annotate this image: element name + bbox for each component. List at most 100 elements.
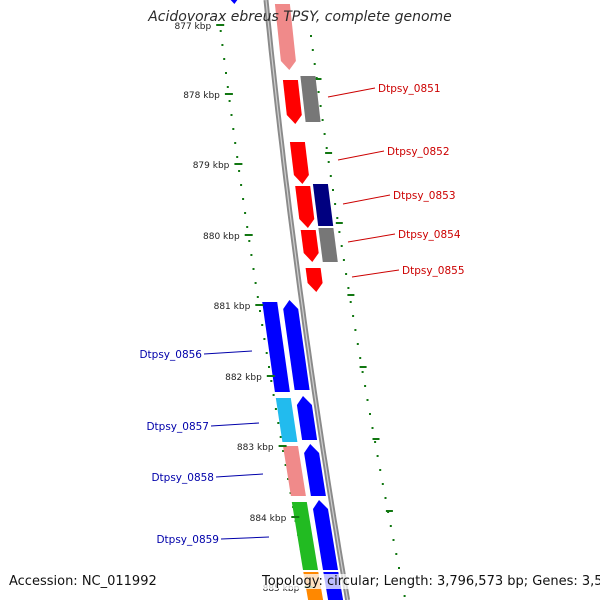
tick-dot [232, 128, 235, 130]
tick-dot [321, 119, 324, 121]
tick-dot [265, 352, 268, 354]
gene-feature [312, 184, 334, 226]
tick-dot [221, 44, 224, 46]
tick-dot [381, 483, 384, 485]
tick-mark [314, 78, 322, 80]
gene-label[interactable]: Dtpsy_0856 [139, 349, 202, 361]
major-tick [244, 234, 253, 236]
gene-feature [282, 80, 302, 124]
genome-title: Acidovorax ebreus TPSY, complete genome [148, 9, 452, 25]
gene-feature [289, 142, 309, 184]
tick-dot [236, 156, 239, 158]
tick-label: 882 kbp [225, 373, 262, 383]
tick-dot [374, 441, 377, 443]
tick-dot [327, 161, 330, 163]
tick-dot [277, 422, 280, 424]
gene-feature [318, 228, 338, 262]
tick-mark [347, 294, 355, 296]
tick-dot [398, 567, 400, 569]
tick-labels-layer: 877 kbp 878 kbp 879 kbp 880 kbp 881 kbp 882 k… [175, 22, 313, 594]
gene-label[interactable]: Dtpsy_0852 [387, 146, 450, 158]
genome-backbone-highlight [265, 0, 349, 601]
tick-dot [313, 63, 316, 65]
gene-feature [305, 268, 323, 292]
tick-label: 884 kbp [250, 514, 287, 524]
gene-leader-line [327, 87, 376, 98]
tick-label: 883 kbp [237, 443, 274, 453]
tick-dot [234, 142, 237, 144]
gene-label[interactable]: Dtpsy_0854 [398, 229, 461, 241]
tick-dot [354, 329, 357, 331]
gene-feature [295, 186, 315, 228]
tick-dot [389, 525, 392, 527]
tick-dot [250, 254, 253, 256]
gene-feature [313, 500, 338, 570]
gene-feature [296, 396, 318, 440]
gene-feature [275, 398, 298, 442]
gene-feature [300, 76, 321, 122]
tick-label: 877 kbp [175, 22, 212, 32]
tick-dot [284, 464, 287, 466]
gene-label[interactable]: Dtpsy_0857 [146, 421, 209, 433]
tick-label: 879 kbp [193, 161, 230, 171]
genes-layer [230, 0, 344, 600]
tick-dot [376, 455, 379, 457]
gene-label[interactable]: Dtpsy_0851 [378, 83, 441, 95]
gene-leader-line [337, 150, 385, 161]
gene-label[interactable]: Dtpsy_0855 [402, 265, 465, 277]
tick-dot [244, 212, 247, 214]
tick-label: 878 kbp [183, 91, 220, 101]
tick-dot [336, 217, 339, 219]
tick-dot [282, 450, 285, 452]
major-tick [291, 516, 300, 518]
tick-dot [242, 198, 245, 200]
gene-labels-layer: Dtpsy_0851 Dtpsy_0852 Dtpsy_0853 Dtpsy_0854… [139, 83, 464, 546]
tick-dot [338, 231, 341, 233]
gene-leader-line [351, 269, 400, 278]
tick-dot [270, 380, 273, 382]
tick-mark [385, 510, 393, 512]
tick-dot [384, 497, 387, 499]
major-tick [278, 445, 287, 447]
gene-leader-line [215, 473, 264, 478]
major-tick [234, 163, 243, 165]
tick-dot [361, 371, 364, 373]
tick-dot [256, 296, 259, 298]
gene-feature [274, 4, 296, 70]
gene-leader-line [347, 233, 396, 243]
tick-dot [272, 394, 275, 396]
gene-feature [262, 302, 290, 392]
gene-label[interactable]: Dtpsy_0858 [151, 472, 214, 484]
tick-dot [364, 385, 367, 387]
gene-leader-line [220, 536, 270, 540]
tick-dot [345, 273, 348, 275]
tick-dot [223, 58, 226, 60]
tick-dot [392, 539, 395, 541]
major-tick [266, 375, 275, 377]
gene-feature [230, 0, 238, 4]
tick-dot [274, 408, 277, 410]
tick-dot [371, 427, 374, 429]
gene-label[interactable]: Dtpsy_0859 [156, 534, 219, 546]
tick-dot [325, 147, 328, 149]
tick-dot [238, 170, 241, 172]
accession-text: Accession: NC_011992 [9, 574, 157, 589]
gene-feature [291, 502, 318, 570]
tick-dot [287, 478, 290, 480]
tick-dot [219, 30, 222, 32]
major-tick [224, 93, 233, 95]
tick-dot [279, 436, 282, 438]
gene-feature [304, 444, 326, 496]
tick-dot [261, 324, 264, 326]
tick-label: 881 kbp [214, 302, 251, 312]
tick-label: 885 kbp [263, 584, 300, 594]
tick-dot [342, 259, 345, 261]
gene-label[interactable]: Dtpsy_0853 [393, 190, 456, 202]
gene-feature [283, 300, 310, 390]
tick-mark [325, 152, 333, 154]
tick-dot [228, 100, 231, 102]
tick-dot [225, 72, 227, 74]
tick-dot [349, 301, 352, 303]
tick-dot [340, 245, 343, 247]
